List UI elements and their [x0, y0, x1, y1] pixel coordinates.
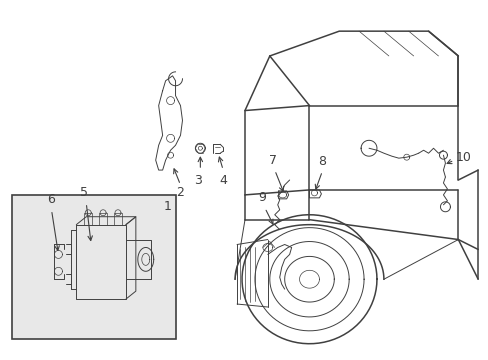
- Text: 3: 3: [194, 174, 202, 186]
- Text: 5: 5: [80, 186, 88, 199]
- Text: 1: 1: [163, 200, 171, 213]
- Text: 8: 8: [318, 155, 325, 168]
- Text: 2: 2: [176, 186, 184, 199]
- Bar: [12, 195, 175, 339]
- Text: 9: 9: [257, 192, 265, 204]
- Text: 10: 10: [454, 151, 470, 164]
- Text: 4: 4: [219, 174, 226, 186]
- Text: 7: 7: [268, 154, 276, 167]
- Text: 6: 6: [47, 193, 55, 206]
